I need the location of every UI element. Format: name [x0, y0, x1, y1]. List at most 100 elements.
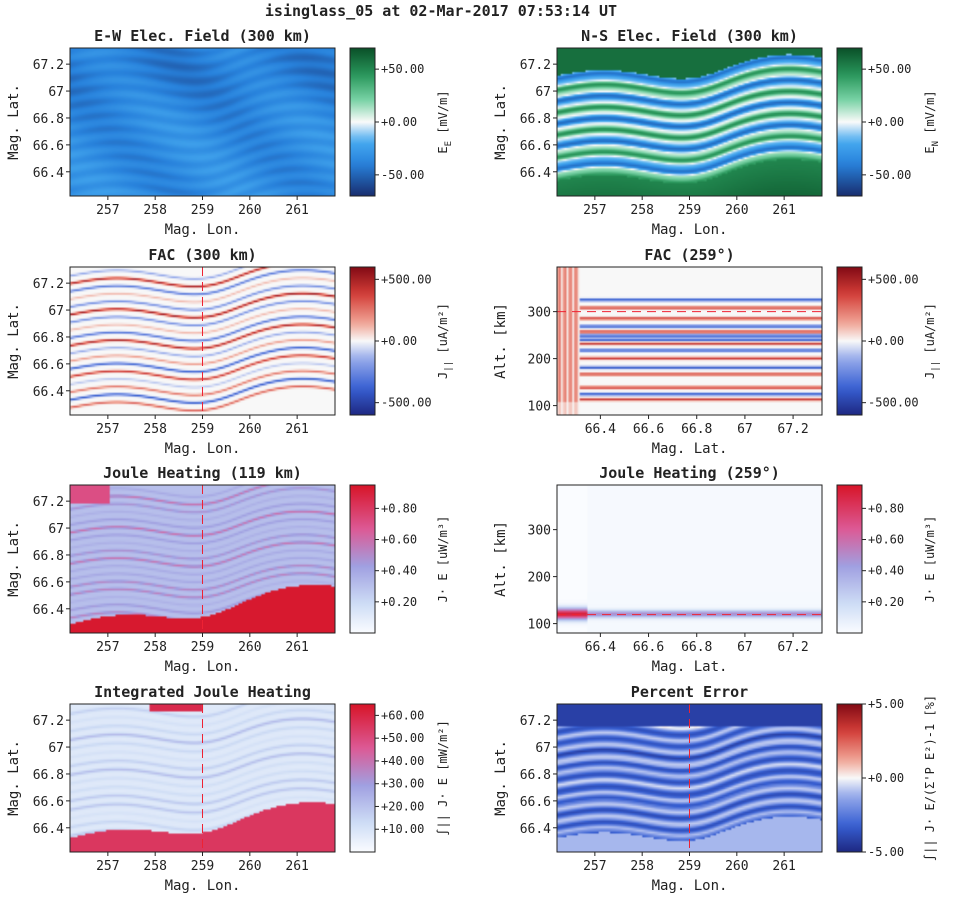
y-tick-label: 67.2	[33, 714, 64, 729]
panel-title: E-W Elec. Field (300 km)	[94, 27, 311, 45]
colorbar-tick-label: +0.60	[381, 533, 417, 547]
colorbar-tick-label: -500.00	[381, 396, 432, 410]
x-tick-label: 260	[238, 640, 261, 655]
y-tick-label: 67.2	[33, 495, 64, 510]
x-tick-label: 66.6	[633, 422, 664, 437]
x-tick-label: 259	[678, 203, 701, 218]
panel-title: Integrated Joule Heating	[94, 683, 311, 701]
x-tick-label: 257	[583, 203, 606, 218]
colorbar-tick-label: -500.00	[868, 396, 919, 410]
x-tick-label: 257	[583, 859, 606, 874]
colorbar-tick-label: +0.00	[381, 115, 417, 129]
x-tick-label: 66.4	[585, 640, 616, 655]
x-tick-label: 66.4	[585, 422, 616, 437]
y-axis-label: Mag. Lat.	[493, 740, 509, 816]
colorbar	[836, 266, 863, 416]
x-tick-label: 259	[191, 859, 214, 874]
x-tick-label: 261	[285, 422, 308, 437]
x-axis-label: Mag. Lon.	[165, 222, 241, 238]
y-tick-label: 66.6	[520, 795, 551, 810]
y-tick-label: 66.6	[33, 139, 64, 154]
x-tick-label: 261	[772, 859, 795, 874]
x-tick-label: 258	[630, 203, 653, 218]
y-tick-label: 67	[48, 741, 64, 756]
colorbar-tick-label: +0.40	[868, 564, 904, 578]
x-tick-label: 260	[725, 859, 748, 874]
y-tick-label: 100	[528, 400, 551, 415]
y-tick-label: 66.4	[33, 385, 64, 400]
panel-title: Percent Error	[631, 683, 748, 701]
chart-panel-7: Integrated Joule Heating 257 258 259 260 261 M…	[6, 683, 450, 894]
colorbar-tick-label: -50.00	[868, 168, 911, 182]
colorbar-label: ∫|| J· E/(Σ'P E²)-1 [%]	[923, 695, 937, 861]
panel-title: Joule Heating (259°)	[599, 464, 780, 482]
figure-title: isinglass_05 at 02-Mar-2017 07:53:14 UT	[265, 2, 617, 20]
x-tick-label: 259	[191, 640, 214, 655]
y-tick-label: 100	[528, 618, 551, 633]
colorbar-tick-label: -5.00	[868, 845, 904, 859]
colorbar-tick-label: +0.00	[868, 771, 904, 785]
chart-panel-5: Joule Heating (119 km) 257 258 259 260 261 Mag…	[6, 464, 450, 675]
panel-title: N-S Elec. Field (300 km)	[581, 27, 798, 45]
colorbar-label: J|| [uA/m²]	[923, 303, 941, 379]
x-tick-label: 261	[285, 640, 308, 655]
y-axis-label: Alt. [km]	[493, 303, 509, 379]
colorbar-tick-label: +30.00	[381, 777, 424, 791]
colorbar	[836, 484, 863, 634]
y-tick-label: 66.4	[33, 603, 64, 618]
chart-panel-8: Percent Error 257 258 259 260 261 Mag. Lon. 66.…	[493, 683, 937, 894]
x-tick-label: 257	[96, 640, 119, 655]
x-tick-label: 67.2	[777, 640, 808, 655]
colorbar	[836, 47, 863, 197]
colorbar-tick-label: +10.00	[381, 822, 424, 836]
chart-panel-3: FAC (300 km) 257 258 259 260 261 Mag. Lon. 66.4…	[6, 246, 454, 457]
plot-frame	[556, 266, 823, 416]
colorbar-label: J· E [uW/m³]	[923, 516, 937, 603]
y-tick-label: 300	[528, 306, 551, 321]
y-tick-label: 66.8	[33, 768, 64, 783]
y-tick-label: 67	[535, 85, 551, 100]
y-axis-label: Mag. Lat.	[493, 84, 509, 160]
colorbar	[349, 266, 376, 416]
y-tick-label: 200	[528, 353, 551, 368]
y-tick-label: 67.2	[520, 58, 551, 73]
colorbar-tick-label: +60.00	[381, 708, 424, 722]
y-tick-label: 67	[48, 85, 64, 100]
colorbar	[349, 47, 376, 197]
y-tick-label: 66.4	[520, 822, 551, 837]
x-tick-label: 260	[238, 859, 261, 874]
x-tick-label: 260	[725, 203, 748, 218]
x-tick-label: 67	[737, 640, 753, 655]
colorbar-tick-label: +500.00	[868, 272, 919, 286]
y-axis-label: Mag. Lat.	[6, 740, 22, 816]
y-axis-label: Mag. Lat.	[6, 84, 22, 160]
x-tick-label: 258	[630, 859, 653, 874]
x-tick-label: 261	[285, 859, 308, 874]
heatmap-image	[557, 485, 822, 633]
x-tick-label: 259	[191, 203, 214, 218]
heatmap-image	[70, 48, 335, 196]
y-axis-label: Alt. [km]	[493, 521, 509, 597]
x-tick-label: 66.8	[681, 640, 712, 655]
x-tick-label: 258	[143, 422, 166, 437]
y-tick-label: 67.2	[520, 714, 551, 729]
x-axis-label: Mag. Lon.	[165, 441, 241, 457]
y-tick-label: 67	[535, 741, 551, 756]
x-tick-label: 66.8	[681, 422, 712, 437]
y-tick-label: 67	[48, 304, 64, 319]
colorbar-label: ∫|| J· E [mW/m²]	[436, 720, 450, 836]
chart-panel-4: FAC (259°) 66.4 66.6 66.8 67 67.2 Mag. Lat. 100…	[493, 246, 941, 457]
colorbar-tick-label: -50.00	[381, 168, 424, 182]
y-tick-label: 67	[48, 522, 64, 537]
x-tick-label: 258	[143, 203, 166, 218]
y-tick-label: 66.4	[33, 166, 64, 181]
x-axis-label: Mag. Lon.	[165, 878, 241, 894]
y-tick-label: 66.4	[520, 166, 551, 181]
y-tick-label: 66.8	[520, 112, 551, 127]
y-tick-label: 66.8	[33, 331, 64, 346]
colorbar-tick-label: +500.00	[381, 272, 432, 286]
x-axis-label: Mag. Lon.	[652, 878, 728, 894]
heatmap-image	[557, 48, 822, 196]
x-tick-label: 259	[191, 422, 214, 437]
